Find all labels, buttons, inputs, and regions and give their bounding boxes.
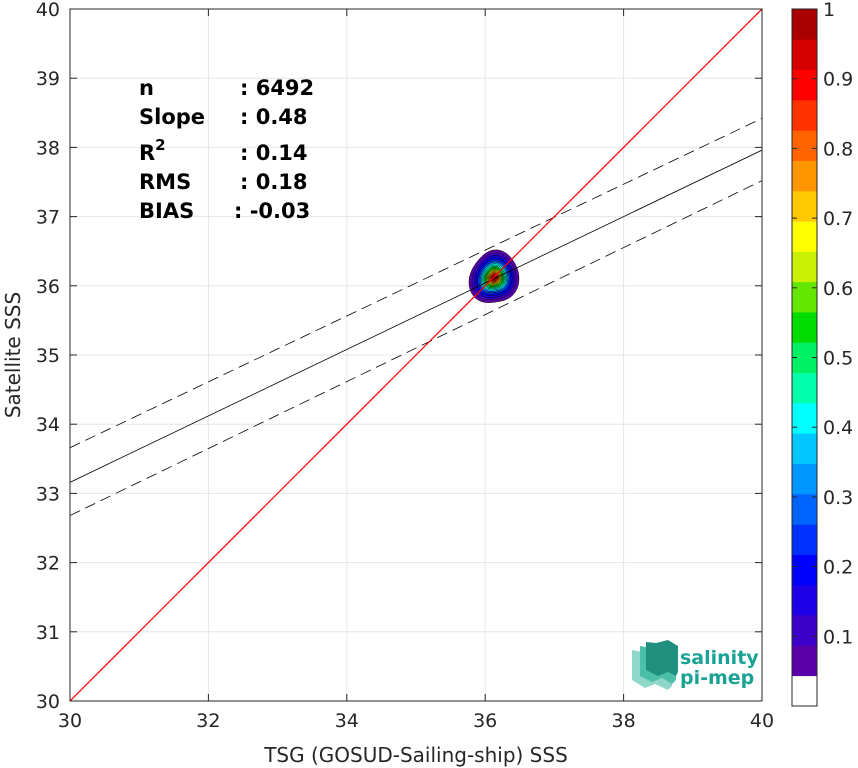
stat-label: BIAS — [139, 199, 194, 223]
logo-wave-icon — [632, 640, 678, 690]
colorbar-band — [792, 584, 817, 616]
x-tick-label: 36 — [473, 710, 497, 732]
colorbar-band — [792, 675, 817, 707]
colorbar-band — [792, 524, 817, 555]
colorbar-band — [792, 251, 817, 283]
stat-label: RMS — [139, 170, 191, 194]
colorbar-band — [792, 615, 817, 646]
stat-value: : 0.18 — [240, 170, 308, 194]
x-tick-label: 38 — [612, 710, 636, 732]
y-tick-label: 38 — [36, 137, 60, 159]
y-tick-label: 33 — [36, 483, 60, 505]
fit-lines — [70, 9, 762, 701]
y-tick-label: 34 — [36, 414, 60, 436]
colorbar-band — [792, 9, 817, 40]
colorbar-band — [792, 463, 817, 495]
x-axis-ticks: 30 32 34 36 38 40 — [58, 9, 774, 732]
y-tick-label: 31 — [36, 622, 60, 644]
y-axis-ticks: 30 31 32 33 34 35 36 37 38 39 40 — [36, 0, 762, 713]
colorbar-band — [792, 190, 817, 222]
logo-line2: pi-mep — [680, 667, 754, 689]
colorbar-band — [792, 221, 817, 252]
x-tick-label: 32 — [196, 710, 220, 732]
colorbar-ticks: 0.1 0.2 0.3 0.4 0.5 0.6 0.7 0.8 0.9 1 — [792, 0, 853, 648]
colorbar-band — [792, 99, 817, 131]
salinity-pi-mep-logo: salinity pi-mep — [632, 640, 759, 690]
x-axis-label: TSG (GOSUD-Sailing-ship) SSS — [263, 743, 568, 767]
colorbar-band — [792, 281, 817, 313]
stat-label-superscript: 2 — [155, 136, 165, 154]
colorbar-band — [792, 130, 817, 161]
colorbar-tick-label: 0.6 — [823, 278, 853, 300]
colorbar-band — [792, 554, 817, 586]
upper-bound-line — [70, 117, 762, 449]
stat-label: Slope — [139, 105, 205, 129]
x-tick-label: 30 — [58, 710, 82, 732]
regression-line — [70, 149, 762, 483]
lower-bound-line — [70, 180, 762, 516]
colorbar-tick-label: 0.3 — [823, 487, 853, 509]
colorbar-band — [792, 402, 817, 434]
y-tick-label: 32 — [36, 553, 60, 575]
colorbar-band — [792, 433, 817, 464]
grid — [69, 8, 763, 702]
x-tick-label: 40 — [750, 710, 774, 732]
colorbar-band — [792, 160, 817, 192]
colorbar-band — [792, 39, 817, 71]
colorbar-tick-label: 0.8 — [823, 138, 853, 160]
colorbar-tick-label: 0.2 — [823, 557, 853, 579]
y-tick-label: 30 — [36, 691, 60, 713]
y-tick-label: 35 — [36, 345, 60, 367]
stat-value: : -0.03 — [234, 199, 310, 223]
colorbar-band — [792, 69, 817, 101]
y-tick-label: 37 — [36, 207, 60, 229]
colorbar-band — [792, 372, 817, 404]
y-tick-label: 36 — [36, 276, 60, 298]
colorbar-tick-label: 0.7 — [823, 208, 853, 230]
colorbar-tick-label: 0.5 — [823, 348, 853, 370]
stat-value: : 0.48 — [240, 105, 308, 129]
x-tick-label: 34 — [335, 710, 359, 732]
y-axis-label: Satellite SSS — [1, 292, 25, 418]
logo-line1: salinity — [680, 647, 759, 669]
colorbar — [791, 8, 818, 707]
y-tick-label: 39 — [36, 68, 60, 90]
stat-value: : 6492 — [240, 76, 314, 100]
colorbar-tick-label: 1 — [823, 0, 835, 21]
identity-line — [70, 9, 762, 701]
stat-label: n — [139, 76, 154, 100]
colorbar-tick-label: 0.4 — [823, 417, 853, 439]
colorbar-tick-label: 0.1 — [823, 626, 853, 648]
colorbar-band — [792, 312, 817, 343]
colorbar-tick-label: 0.9 — [823, 69, 853, 91]
colorbar-band — [792, 493, 817, 525]
stat-value: : 0.14 — [240, 141, 308, 165]
colorbar-band — [792, 645, 817, 677]
y-tick-label: 40 — [36, 0, 60, 21]
